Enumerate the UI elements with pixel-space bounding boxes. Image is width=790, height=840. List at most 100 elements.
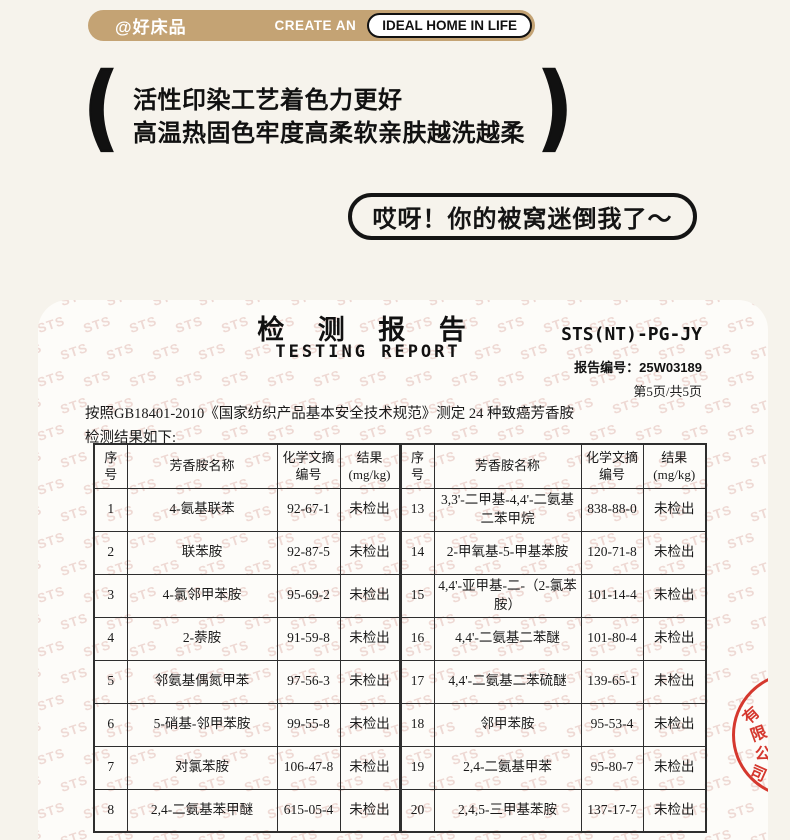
watermark-text: STS [38,528,67,553]
create-an-text: CREATE AN [274,18,357,33]
watermark-text: STS [58,717,90,742]
watermark-text: STS [38,366,67,391]
cell-cas: 99-55-8 [276,702,341,747]
cell-cas: 97-56-3 [276,659,341,704]
watermark-text: STS [725,312,757,337]
cell-name: 4-氨基联苯 [126,487,278,532]
report-code: STS(NT)-PG-JY [561,324,702,345]
cell-seq: 15 [398,573,435,618]
cell-result: 未检出 [339,487,401,532]
watermark-text: STS [702,825,734,840]
cell-cas: 137-17-7 [580,788,644,833]
cell-result: 未检出 [339,702,401,747]
cell-seq: 8 [93,788,128,833]
watermark-text: STS [702,501,734,526]
watermark-text: STS [38,582,67,607]
cell-seq: 1 [93,487,128,532]
cell-name: 邻甲苯胺 [433,702,582,747]
cell-result: 未检出 [642,487,707,532]
watermark-text: STS [357,366,389,391]
watermark-text: STS [58,663,90,688]
watermark-text: STS [38,501,44,526]
watermark-text: STS [725,420,757,445]
table-header-row: 序 号 芳香胺名称 化学文摘 编号 结果 (mg/kg) 序 号 芳香胺名称 化… [93,443,707,489]
col-header-cas-left: 化学文摘 编号 [276,443,341,489]
cell-result: 未检出 [339,659,401,704]
watermark-text: STS [311,420,343,445]
watermark-text: STS [748,501,768,526]
table-row: 7 对氯苯胺 106-47-8 未检出 19 2,4-二氨基甲苯 95-80-7… [93,745,707,790]
watermark-text: STS [403,420,435,445]
watermark-text: STS [748,555,768,580]
cell-result: 未检出 [642,788,707,833]
cell-name: 2-甲氧基-5-甲基苯胺 [433,530,582,575]
tagline-line2: 高温热固色牢度高柔软亲肤越洗越柔 [133,120,525,147]
watermark-text: STS [725,528,757,553]
watermark-text: STS [587,420,619,445]
watermark-text: STS [173,420,205,445]
watermark-text: STS [38,771,44,796]
col-header-cas-right: 化学文摘 编号 [580,443,644,489]
report-number: 报告编号：25W03189 [574,360,702,375]
watermark-text: STS [748,609,768,634]
watermark-text: STS [58,555,90,580]
cell-result: 未检出 [339,530,401,575]
watermark-text: STS [38,555,44,580]
cell-seq: 14 [398,530,435,575]
watermark-text: STS [725,798,757,823]
watermark-text: STS [748,393,768,418]
watermark-text: STS [748,339,768,364]
col-header-result-right: 结果 (mg/kg) [642,443,707,489]
intro-line2: 检测结果如下: [85,430,177,446]
watermark-text: STS [725,636,757,661]
report-subtitle: TESTING REPORT [275,342,461,362]
table-row: 6 5-硝基-邻甲苯胺 99-55-8 未检出 18 邻甲苯胺 95-53-4 … [93,702,707,747]
cell-cas: 139-65-1 [580,659,644,704]
cell-seq: 20 [398,788,435,833]
cell-name: 联苯胺 [126,530,278,575]
watermark-text: STS [495,420,527,445]
cell-cas: 91-59-8 [276,616,341,661]
cell-result: 未检出 [339,788,401,833]
watermark-text: STS [219,420,251,445]
cell-result: 未检出 [642,702,707,747]
col-header-name-right: 芳香胺名称 [433,443,582,489]
cell-seq: 17 [398,659,435,704]
table-row: 8 2,4-二氨基苯甲醚 615-05-4 未检出 20 2,4,5-三甲基苯胺… [93,788,707,833]
cell-seq: 16 [398,616,435,661]
brand-name: @好床品 [115,18,187,37]
cell-seq: 4 [93,616,128,661]
cell-seq: 5 [93,659,128,704]
cell-name: 邻氨基偶氮甲苯 [126,659,278,704]
watermark-text: STS [38,690,67,715]
watermark-text: STS [357,420,389,445]
watermark-text: STS [38,717,44,742]
cell-name: 3,3'-二甲基-4,4'-二氨基二苯甲烷 [433,487,582,532]
watermark-text: STS [725,366,757,391]
watermark-text: STS [38,636,67,661]
cell-result: 未检出 [642,659,707,704]
watermark-text: STS [702,717,734,742]
watermark-text: STS [38,825,44,840]
cell-cas: 101-14-4 [580,573,644,618]
col-header-name-left: 芳香胺名称 [126,443,278,489]
cell-seq: 13 [398,487,435,532]
cell-name: 2,4,5-三甲基苯胺 [433,788,582,833]
watermark-text: STS [748,825,768,840]
watermark-text: STS [58,447,90,472]
watermark-text: STS [38,474,67,499]
watermark-text: STS [702,771,734,796]
watermark-text: STS [725,582,757,607]
watermark-text: STS [748,447,768,472]
watermark-text: STS [265,366,297,391]
cell-result: 未检出 [339,616,401,661]
watermark-text: STS [38,447,44,472]
cell-cas: 101-80-4 [580,616,644,661]
cell-cas: 95-69-2 [276,573,341,618]
watermark-text: STS [311,366,343,391]
table-row: 3 4-氯邻甲苯胺 95-69-2 未检出 15 4,4'-亚甲基-二-（2-氯… [93,573,707,618]
cell-result: 未检出 [642,745,707,790]
cell-result: 未检出 [642,616,707,661]
cell-cas: 92-87-5 [276,530,341,575]
watermark-text: STS [173,366,205,391]
